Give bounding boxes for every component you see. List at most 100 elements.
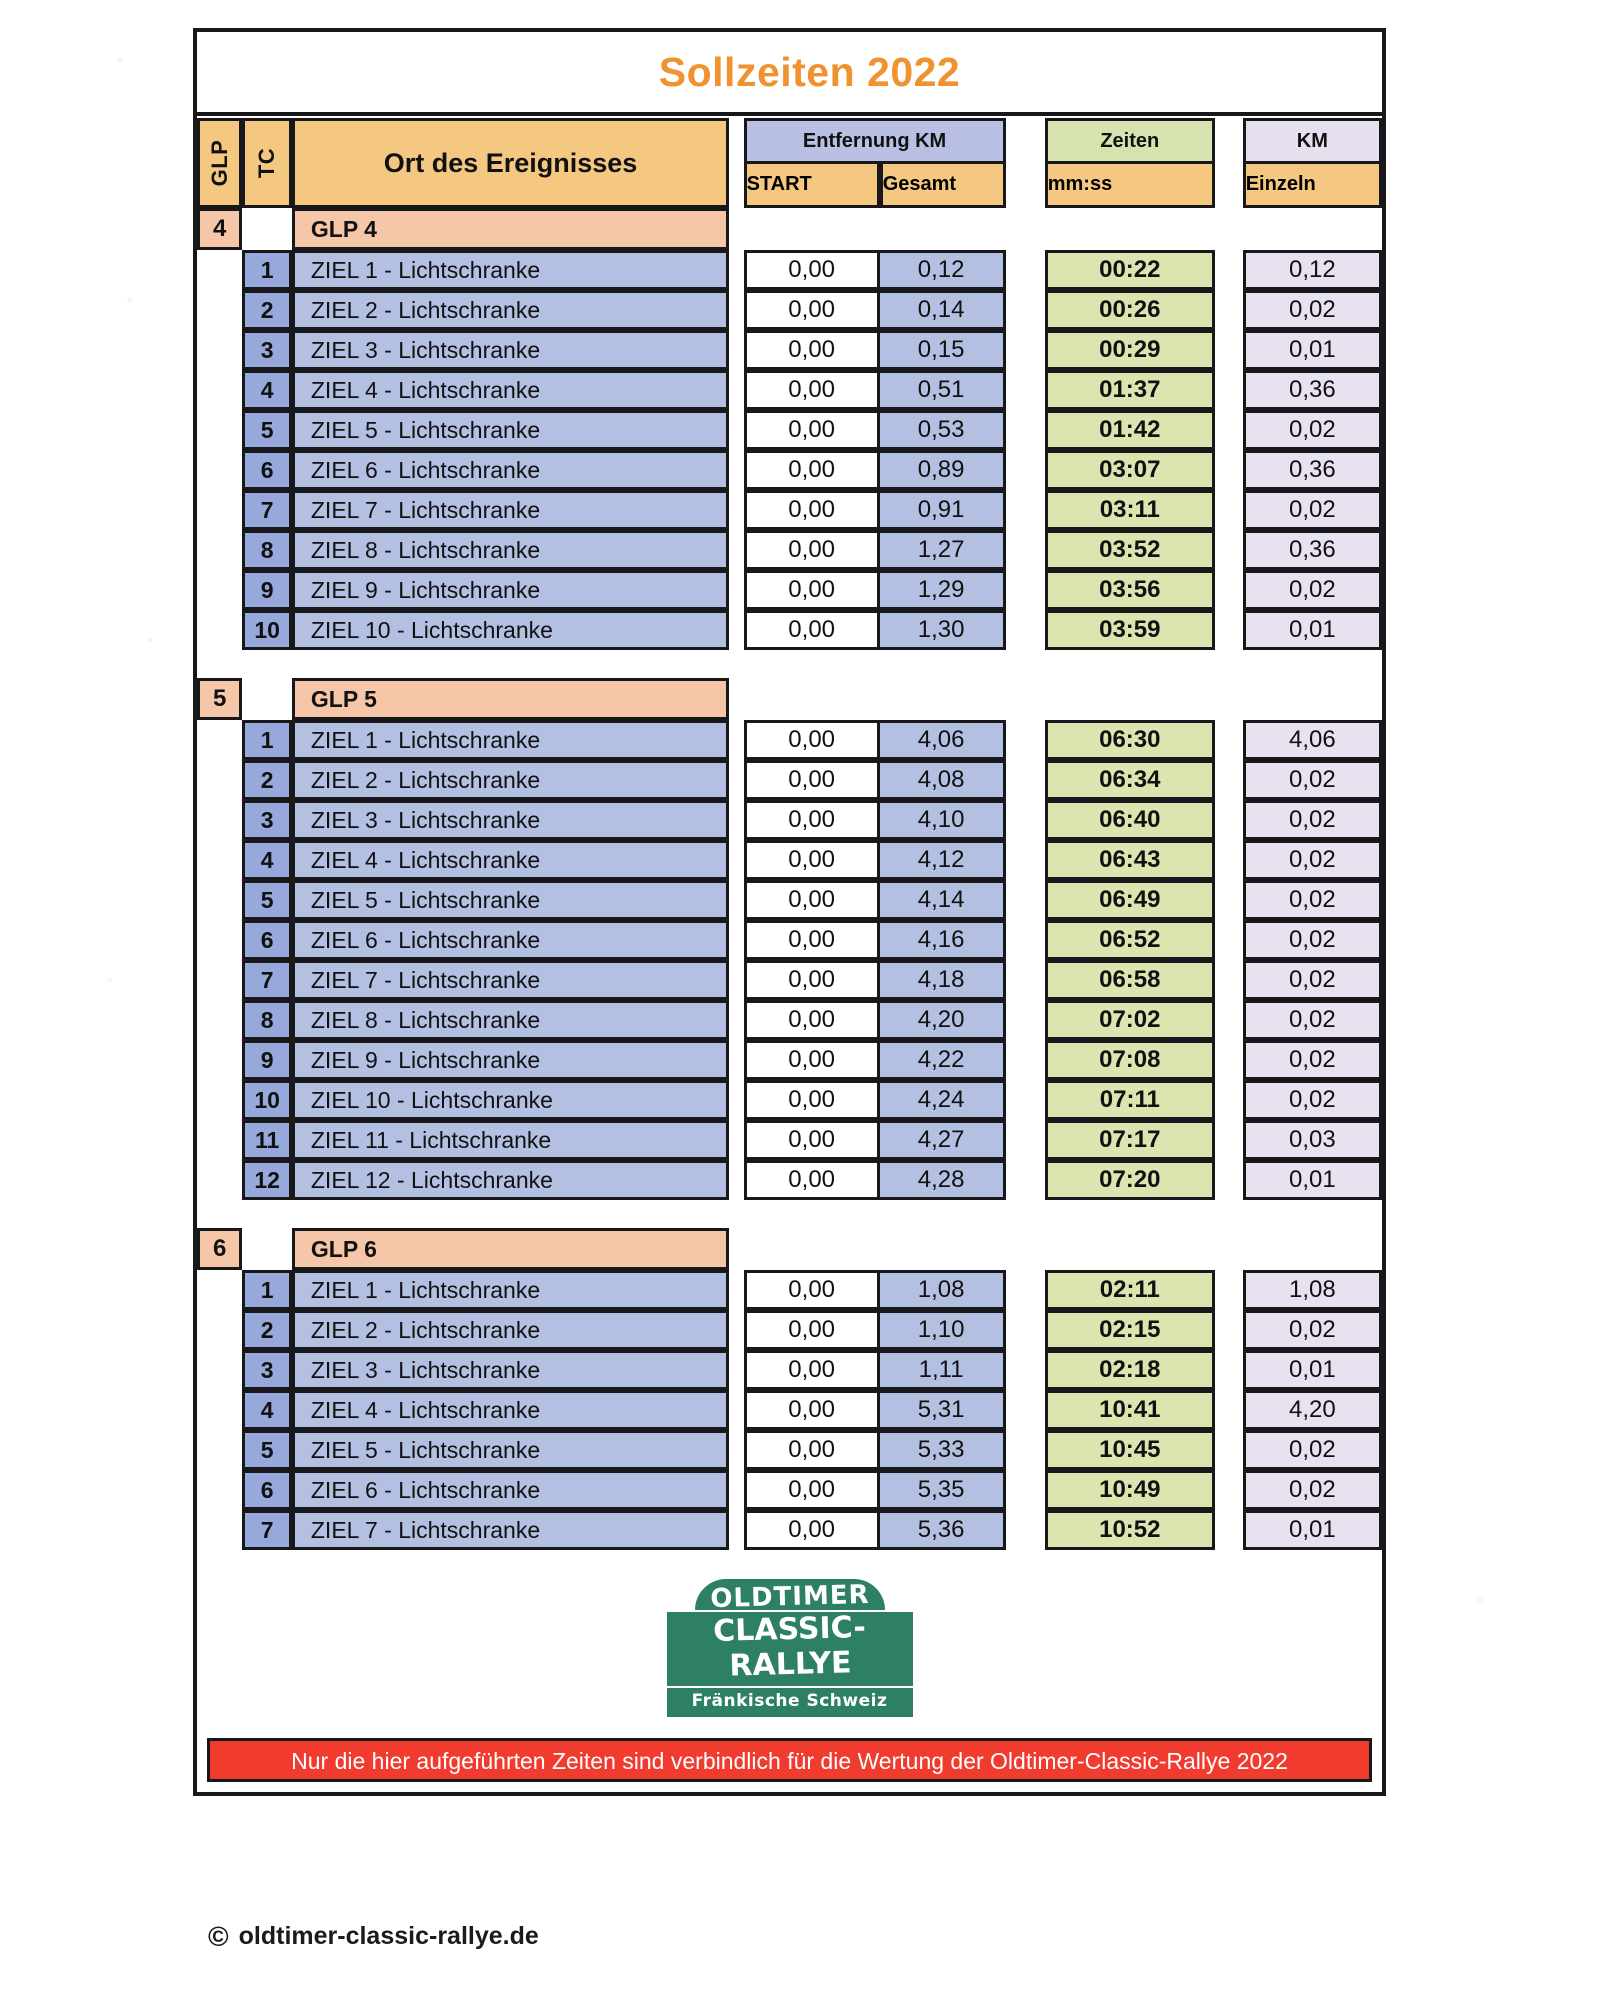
page-title: Sollzeiten 2022 bbox=[658, 48, 961, 95]
row-zeit-mmss: 07:20 bbox=[1044, 1160, 1215, 1200]
row-gap-b bbox=[1006, 450, 1045, 490]
row-zeit-mmss: 00:26 bbox=[1044, 290, 1215, 330]
section-gap bbox=[197, 1200, 1382, 1228]
row-glp-blank bbox=[197, 330, 242, 370]
row-start-km: 0,00 bbox=[743, 1350, 880, 1390]
row-zeit-mmss: 02:11 bbox=[1044, 1270, 1215, 1310]
row-start-km: 0,00 bbox=[743, 800, 880, 840]
table-row: 8 ZIEL 8 - Lichtschranke 0,00 4,20 07:02 0,02 bbox=[197, 1000, 1382, 1040]
table-row: 5 ZIEL 5 - Lichtschranke 0,00 0,53 01:42 0,02 bbox=[197, 410, 1382, 450]
row-start-km: 0,00 bbox=[743, 1000, 880, 1040]
row-tc-number: 8 bbox=[242, 1000, 292, 1040]
row-gesamt-km: 1,27 bbox=[879, 530, 1006, 570]
row-glp-blank bbox=[197, 1470, 242, 1510]
table-row: 7 ZIEL 7 - Lichtschranke 0,00 5,36 10:52 0,01 bbox=[197, 1510, 1382, 1550]
logo-dome-shape bbox=[691, 1576, 888, 1610]
row-glp-blank bbox=[197, 250, 242, 290]
row-gap-a bbox=[729, 1000, 743, 1040]
row-gap-c bbox=[1215, 290, 1243, 330]
row-gap-a bbox=[729, 1080, 743, 1120]
row-gap-a bbox=[729, 1430, 743, 1470]
section-gap-a bbox=[729, 208, 743, 250]
row-gap-b bbox=[1006, 530, 1045, 570]
row-zeit-mmss: 03:11 bbox=[1044, 490, 1215, 530]
row-gap-c bbox=[1215, 1080, 1243, 1120]
section-zeit-spacer bbox=[1045, 208, 1215, 250]
row-ort-label: ZIEL 9 - Lichtschranke bbox=[291, 1040, 730, 1080]
row-zeit-mmss: 10:45 bbox=[1044, 1430, 1215, 1470]
row-zeit-mmss: 00:29 bbox=[1044, 330, 1215, 370]
row-gap-a bbox=[729, 1350, 743, 1390]
row-start-km: 0,00 bbox=[743, 530, 880, 570]
section-zeit-spacer bbox=[1045, 1228, 1215, 1270]
row-zeit-mmss: 07:02 bbox=[1044, 1000, 1215, 1040]
row-gap-a bbox=[729, 530, 743, 570]
row-start-km: 0,00 bbox=[743, 840, 880, 880]
row-glp-blank bbox=[197, 1350, 242, 1390]
row-zeit-mmss: 07:11 bbox=[1044, 1080, 1215, 1120]
row-gap-c bbox=[1215, 800, 1243, 840]
glp-section: 5 GLP 5 1 ZIEL 1 - Lichtschranke 0,00 4,06 06:… bbox=[197, 678, 1382, 1200]
row-tc-number: 1 bbox=[242, 250, 292, 290]
header-km: KM bbox=[1242, 118, 1382, 164]
row-ort-label: ZIEL 3 - Lichtschranke bbox=[291, 330, 730, 370]
header-gap-c bbox=[1215, 118, 1243, 208]
row-einzeln-km: 0,02 bbox=[1242, 410, 1382, 450]
row-glp-blank bbox=[197, 530, 242, 570]
row-gesamt-km: 4,08 bbox=[879, 760, 1006, 800]
row-einzeln-km: 0,01 bbox=[1242, 1350, 1382, 1390]
row-ort-label: ZIEL 3 - Lichtschranke bbox=[291, 800, 730, 840]
table-header-band: GLP TC Ort des Ereignisses Entfernung KM… bbox=[197, 116, 1382, 208]
row-gap-a bbox=[729, 410, 743, 450]
row-einzeln-km: 0,02 bbox=[1242, 1310, 1382, 1350]
glp-section: 4 GLP 4 1 ZIEL 1 - Lichtschranke 0,00 0,12 00:… bbox=[197, 208, 1382, 650]
row-gesamt-km: 4,12 bbox=[879, 840, 1006, 880]
row-gap-c bbox=[1215, 1470, 1243, 1510]
row-gap-b bbox=[1006, 410, 1045, 450]
row-gap-a bbox=[729, 490, 743, 530]
section-gap-b bbox=[1006, 678, 1045, 720]
table-row: 4 ZIEL 4 - Lichtschranke 0,00 4,12 06:43 0,02 bbox=[197, 840, 1382, 880]
section-header-row: 6 GLP 6 bbox=[197, 1228, 1382, 1270]
table-row: 6 ZIEL 6 - Lichtschranke 0,00 0,89 03:07 0,36 bbox=[197, 450, 1382, 490]
row-gap-b bbox=[1006, 840, 1045, 880]
row-gap-c bbox=[1215, 450, 1243, 490]
row-gap-b bbox=[1006, 960, 1045, 1000]
row-start-km: 0,00 bbox=[743, 490, 880, 530]
row-start-km: 0,00 bbox=[743, 960, 880, 1000]
row-gesamt-km: 4,16 bbox=[879, 920, 1006, 960]
table-row: 12 ZIEL 12 - Lichtschranke 0,00 4,28 07:20 0,… bbox=[197, 1160, 1382, 1200]
title-bar: Sollzeiten 2022 bbox=[197, 32, 1382, 116]
row-tc-number: 2 bbox=[242, 760, 292, 800]
row-glp-blank bbox=[197, 610, 242, 650]
row-glp-blank bbox=[197, 1390, 242, 1430]
row-gap-c bbox=[1215, 760, 1243, 800]
row-start-km: 0,00 bbox=[743, 290, 880, 330]
row-tc-number: 10 bbox=[242, 610, 292, 650]
row-glp-blank bbox=[197, 570, 242, 610]
table-row: 5 ZIEL 5 - Lichtschranke 0,00 4,14 06:49 0,02 bbox=[197, 880, 1382, 920]
row-gap-a bbox=[729, 720, 743, 760]
row-gap-c bbox=[1215, 1430, 1243, 1470]
row-start-km: 0,00 bbox=[743, 920, 880, 960]
row-einzeln-km: 0,02 bbox=[1242, 760, 1382, 800]
row-ort-label: ZIEL 9 - Lichtschranke bbox=[291, 570, 730, 610]
row-ort-label: ZIEL 2 - Lichtschranke bbox=[291, 1310, 730, 1350]
table-row: 3 ZIEL 3 - Lichtschranke 0,00 4,10 06:40 0,02 bbox=[197, 800, 1382, 840]
row-gesamt-km: 0,53 bbox=[879, 410, 1006, 450]
row-gesamt-km: 0,89 bbox=[879, 450, 1006, 490]
row-einzeln-km: 0,02 bbox=[1242, 1470, 1382, 1510]
row-gap-b bbox=[1006, 330, 1045, 370]
website-url: oldtimer-classic-rallye.de bbox=[238, 1922, 539, 1950]
row-gesamt-km: 5,35 bbox=[879, 1470, 1006, 1510]
header-tc: TC bbox=[242, 118, 292, 208]
row-ort-label: ZIEL 8 - Lichtschranke bbox=[291, 1000, 730, 1040]
table-row: 3 ZIEL 3 - Lichtschranke 0,00 1,11 02:18 0,01 bbox=[197, 1350, 1382, 1390]
section-start-spacer bbox=[744, 208, 880, 250]
section-gap bbox=[197, 650, 1382, 678]
row-ort-label: ZIEL 4 - Lichtschranke bbox=[291, 370, 730, 410]
row-einzeln-km: 0,02 bbox=[1242, 290, 1382, 330]
row-start-km: 0,00 bbox=[743, 1470, 880, 1510]
section-einzeln-spacer bbox=[1243, 678, 1382, 720]
row-gap-b bbox=[1006, 610, 1045, 650]
